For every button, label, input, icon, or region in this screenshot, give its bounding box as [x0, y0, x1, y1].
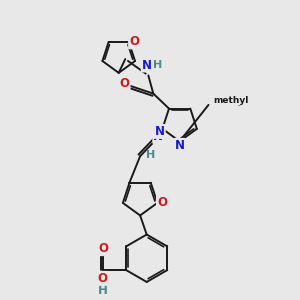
Text: H: H — [153, 60, 162, 70]
Text: H: H — [146, 149, 155, 160]
Text: N: N — [142, 58, 152, 71]
Text: O: O — [129, 35, 139, 48]
Text: N: N — [155, 125, 165, 138]
Text: O: O — [98, 272, 107, 285]
Text: methyl: methyl — [214, 97, 247, 106]
Text: N: N — [153, 130, 163, 143]
Text: methyl: methyl — [213, 96, 248, 105]
Text: O: O — [120, 77, 130, 90]
Text: N: N — [175, 139, 184, 152]
Text: O: O — [98, 242, 108, 255]
Text: O: O — [157, 196, 167, 209]
Text: H: H — [98, 284, 108, 297]
